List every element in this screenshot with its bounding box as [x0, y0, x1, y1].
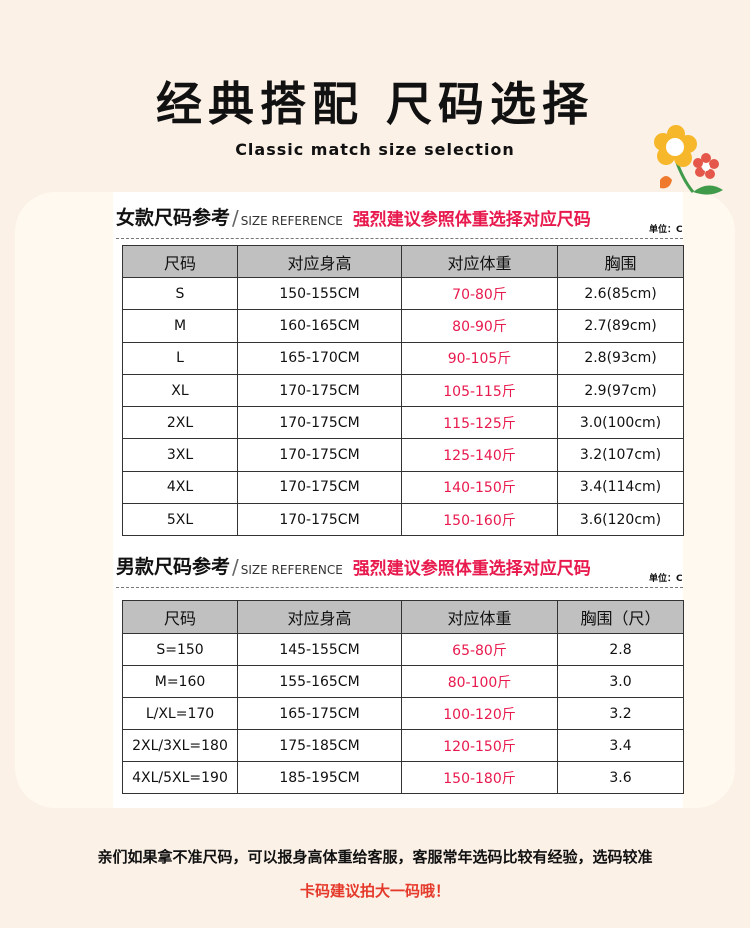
size-reference-label: SIZE REFERENCE: [240, 563, 343, 577]
table-cell: 170-175CM: [237, 470, 402, 505]
table-row: 3XL 170-175CM 125-140斤 3.2(107cm): [122, 438, 684, 472]
divider: [116, 238, 683, 239]
size-reference-label: SIZE REFERENCE: [240, 214, 343, 228]
table-cell: 2.8(93cm): [557, 341, 684, 375]
table-cell: M: [122, 309, 238, 343]
heading-slash: /: [232, 555, 239, 579]
table-cell: 80-100斤: [401, 665, 558, 698]
men-size-table: 尺码 对应身高 对应体重 胸围（尺） S=150 145-155CM 65-80斤 2.8 M=…: [122, 600, 684, 794]
table-cell: 3.6(120cm): [557, 503, 684, 537]
table-cell: 120-150斤: [401, 729, 558, 762]
table-cell: 165-170CM: [237, 341, 402, 375]
table-cell: 175-185CM: [237, 729, 402, 762]
men-heading: 男款尺码参考: [116, 556, 231, 578]
table-cell: 150-160斤: [401, 503, 558, 537]
table-cell: 2.8: [557, 633, 684, 666]
table-row: S 150-155CM 70-80斤 2.6(85cm): [122, 276, 684, 311]
table-cell: 2XL/3XL=180: [122, 729, 238, 762]
women-section-heading: 女款尺码参考 / SIZE REFERENCE 强烈建议参照体重选择对应尺码: [116, 206, 591, 230]
women-heading: 女款尺码参考: [116, 207, 231, 229]
table-cell: 170-175CM: [237, 373, 402, 408]
table-cell: 150-180斤: [401, 761, 558, 794]
table-cell: 145-155CM: [237, 633, 402, 666]
flower-icon: [654, 125, 723, 195]
table-cell: 170-175CM: [237, 503, 402, 537]
column-header: 尺码: [122, 600, 238, 634]
table-cell: L: [122, 341, 238, 375]
size-up-tip: 卡码建议拍大一码哦！: [299, 882, 450, 900]
table-cell: 115-125斤: [401, 406, 558, 440]
table-row: 2XL 170-175CM 115-125斤 3.0(100cm): [122, 406, 684, 440]
column-header: 胸围（尺）: [557, 600, 684, 634]
table-cell: 125-140斤: [401, 438, 558, 472]
column-header: 尺码: [122, 245, 238, 278]
table-cell: 155-165CM: [237, 665, 402, 698]
table-row: 2XL/3XL=180 175-185CM 120-150斤 3.4: [122, 729, 684, 762]
table-row: M 160-165CM 80-90斤 2.7(89cm): [122, 309, 684, 343]
table-cell: 5XL: [122, 503, 238, 537]
table-cell: 160-165CM: [237, 309, 402, 343]
table-cell: 3.6: [557, 761, 684, 794]
page-subtitle: Classic match size selection: [235, 140, 515, 159]
table-cell: S: [122, 276, 238, 311]
table-cell: 3.0(100cm): [557, 406, 684, 440]
table-cell: M=160: [122, 665, 238, 698]
table-row: L/XL=170 165-175CM 100-120斤 3.2: [122, 697, 684, 730]
table-header-row: 尺码 对应身高 对应体重 胸围（尺）: [122, 600, 684, 634]
table-cell: 3.2: [557, 697, 684, 730]
table-cell: 3.4(114cm): [557, 470, 684, 505]
table-row: 5XL 170-175CM 150-160斤 3.6(120cm): [122, 503, 684, 537]
table-cell: 3XL: [122, 438, 238, 472]
table-row: XL 170-175CM 105-115斤 2.9(97cm): [122, 373, 684, 408]
table-cell: S=150: [122, 633, 238, 666]
table-cell: L/XL=170: [122, 697, 238, 730]
table-row: 4XL 170-175CM 140-150斤 3.4(114cm): [122, 470, 684, 505]
men-section-heading: 男款尺码参考 / SIZE REFERENCE 强烈建议参照体重选择对应尺码: [116, 555, 591, 579]
column-header: 对应体重: [401, 600, 558, 634]
table-cell: 185-195CM: [237, 761, 402, 794]
column-header: 对应身高: [237, 245, 402, 278]
column-header: 胸围: [557, 245, 684, 278]
table-cell: 80-90斤: [401, 309, 558, 343]
table-cell: 2.9(97cm): [557, 373, 684, 408]
table-cell: 2XL: [122, 406, 238, 440]
table-header-row: 尺码 对应身高 对应体重 胸围: [122, 245, 684, 278]
table-cell: 3.2(107cm): [557, 438, 684, 472]
divider: [116, 587, 683, 588]
table-cell: 105-115斤: [401, 373, 558, 408]
table-cell: 3.0: [557, 665, 684, 698]
table-row: S=150 145-155CM 65-80斤 2.8: [122, 633, 684, 666]
table-cell: 4XL/5XL=190: [122, 761, 238, 794]
table-cell: 65-80斤: [401, 633, 558, 666]
unit-label: 单位：C: [649, 225, 683, 235]
table-cell: 150-155CM: [237, 276, 402, 311]
page-title: 经典搭配 尺码选择: [155, 77, 594, 131]
column-header: 对应身高: [237, 600, 402, 634]
table-row: 4XL/5XL=190 185-195CM 150-180斤 3.6: [122, 761, 684, 794]
table-cell: 140-150斤: [401, 470, 558, 505]
women-size-table: 尺码 对应身高 对应体重 胸围 S 150-155CM 70-80斤 2.6(85cm) M 16…: [122, 245, 684, 537]
table-cell: 170-175CM: [237, 406, 402, 440]
table-row: L 165-170CM 90-105斤 2.8(93cm): [122, 341, 684, 375]
unit-label: 单位：C: [649, 574, 683, 584]
table-cell: 4XL: [122, 470, 238, 505]
table-cell: 90-105斤: [401, 341, 558, 375]
heading-slash: /: [232, 206, 239, 230]
table-cell: 2.7(89cm): [557, 309, 684, 343]
customer-service-note: 亲们如果拿不准尺码，可以报身高体重给客服，客服常年选码比较有经验，选码较准: [97, 848, 653, 866]
table-cell: 70-80斤: [401, 276, 558, 311]
table-cell: 170-175CM: [237, 438, 402, 472]
column-header: 对应体重: [401, 245, 558, 278]
weight-advice: 强烈建议参照体重选择对应尺码: [352, 210, 591, 230]
table-cell: 100-120斤: [401, 697, 558, 730]
weight-advice: 强烈建议参照体重选择对应尺码: [352, 559, 591, 579]
table-cell: 3.4: [557, 729, 684, 762]
table-cell: XL: [122, 373, 238, 408]
table-row: M=160 155-165CM 80-100斤 3.0: [122, 665, 684, 698]
table-cell: 165-175CM: [237, 697, 402, 730]
table-cell: 2.6(85cm): [557, 276, 684, 311]
